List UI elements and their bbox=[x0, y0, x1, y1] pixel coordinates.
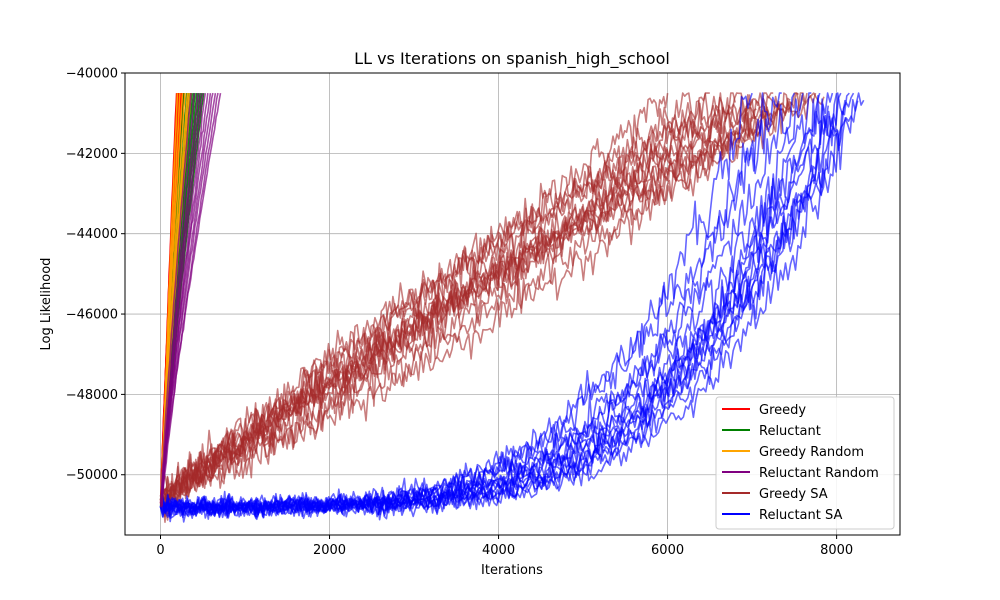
series-line-run bbox=[160, 93, 192, 506]
series-line-run bbox=[160, 92, 855, 519]
x-tick-label: 0 bbox=[156, 543, 164, 558]
series-reluctant-sa bbox=[159, 92, 865, 523]
legend: Greedy Reluctant Greedy Random Reluctant Ra… bbox=[715, 396, 895, 530]
plot-frame bbox=[124, 72, 901, 536]
chart-title: LL vs Iterations on spanish_high_school bbox=[354, 49, 670, 69]
series-line-run bbox=[161, 92, 219, 505]
series-line-run bbox=[159, 99, 859, 521]
legend-item: Greedy Random bbox=[722, 445, 864, 460]
y-tick-label: −40000 bbox=[66, 67, 118, 82]
y-tick-label: −46000 bbox=[66, 308, 118, 323]
plot-area bbox=[159, 92, 865, 523]
series-greedy-sa bbox=[159, 92, 825, 523]
legend-label: Greedy SA bbox=[759, 487, 828, 502]
legend-item: Greedy SA bbox=[722, 487, 828, 502]
series-line-run bbox=[159, 92, 865, 519]
legend-item: Reluctant Random bbox=[722, 466, 879, 481]
y-tick-label: −48000 bbox=[66, 388, 118, 403]
series-line-run bbox=[160, 92, 201, 505]
y-tick-label: −42000 bbox=[66, 147, 118, 162]
x-tick-label: 4000 bbox=[482, 543, 515, 558]
series-line-run bbox=[159, 92, 212, 504]
legend-label: Greedy bbox=[759, 403, 806, 418]
legend-item: Greedy bbox=[722, 403, 806, 418]
series-line-run bbox=[159, 92, 799, 514]
series-line-run bbox=[160, 92, 217, 508]
series-reluctant-random bbox=[159, 92, 222, 508]
x-tick-label: 2000 bbox=[313, 543, 346, 558]
y-axis-title: Log Likelihood bbox=[39, 258, 54, 351]
series-line-run bbox=[159, 92, 825, 508]
legend-label: Reluctant SA bbox=[759, 508, 842, 523]
legend-item: Reluctant bbox=[722, 424, 821, 439]
legend-label: Reluctant Random bbox=[759, 466, 879, 481]
x-tick-label: 8000 bbox=[820, 543, 853, 558]
legend-label: Reluctant bbox=[759, 424, 821, 439]
series-line-run bbox=[160, 93, 184, 503]
legend-label: Greedy Random bbox=[759, 445, 864, 460]
x-tick-label: 6000 bbox=[651, 543, 684, 558]
series-line-run bbox=[160, 92, 222, 504]
series-layer bbox=[159, 92, 865, 523]
y-tick-label: −44000 bbox=[66, 227, 118, 242]
legend-box bbox=[715, 396, 895, 530]
axes-ticks: 0 2000 4000 6000 8000 −50000 −48000 −46000 −4400… bbox=[66, 67, 853, 559]
x-axis-title: Iterations bbox=[481, 563, 543, 578]
series-line-run bbox=[159, 92, 808, 507]
legend-item: Reluctant SA bbox=[722, 508, 842, 523]
y-tick-label: −50000 bbox=[66, 468, 118, 483]
